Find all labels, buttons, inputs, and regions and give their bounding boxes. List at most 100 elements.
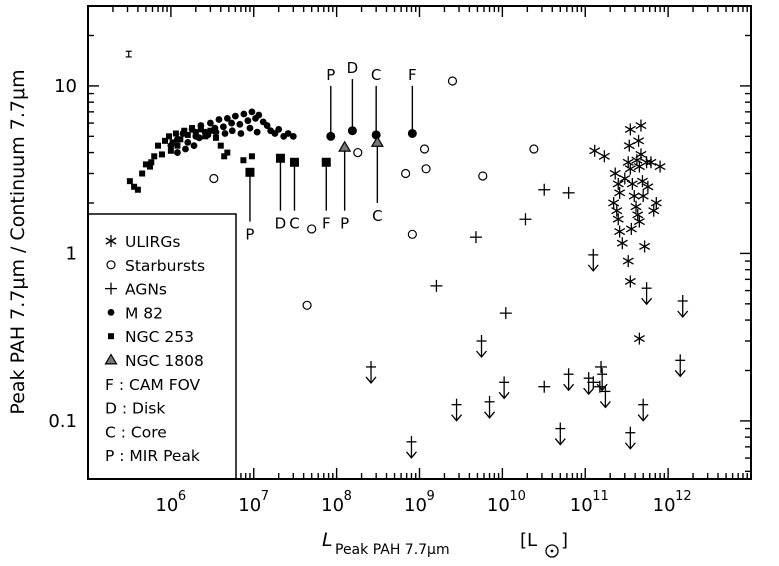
- x-tick-label: 10 10: [487, 489, 526, 516]
- data-point: [595, 360, 608, 373]
- data-point: [405, 435, 417, 459]
- data-point: [177, 136, 184, 143]
- legend-symbol: [105, 235, 117, 247]
- data-point: [476, 334, 488, 359]
- data-point: [162, 137, 169, 144]
- data-point: [642, 180, 654, 193]
- legend-label: D : Disk: [105, 400, 165, 418]
- svg-text:10: 10: [404, 495, 427, 516]
- data-point: [246, 124, 254, 132]
- data-point: [421, 164, 431, 174]
- svg-text:7: 7: [261, 489, 269, 504]
- data-point: [147, 163, 154, 170]
- data-point: [587, 248, 599, 272]
- legend-symbol: [107, 309, 115, 316]
- x-tick-label: 10 7: [238, 489, 269, 516]
- data-point: [248, 153, 255, 160]
- data-point: [622, 255, 634, 268]
- data-point: [202, 133, 209, 140]
- svg-text:6: 6: [178, 489, 186, 504]
- data-point: [155, 142, 162, 149]
- data-point: [447, 76, 458, 86]
- legend-entry: P : MIR Peak: [105, 447, 200, 465]
- svg-text:10: 10: [509, 489, 526, 504]
- data-point: [215, 116, 223, 123]
- x-tick-labels: 10 6 10 7 10 8 10 9 10 10 10 11 10 12: [155, 489, 691, 516]
- data-point: [365, 360, 377, 384]
- data-point: [307, 224, 317, 234]
- data-point: [169, 139, 176, 146]
- annotation-letter: F: [322, 215, 331, 233]
- data-point: [219, 123, 227, 131]
- data-point: [650, 196, 662, 209]
- aperture-annotation: P: [245, 167, 254, 244]
- x-tick-label: 10 8: [321, 489, 352, 516]
- data-point: [648, 204, 660, 217]
- data-point: [677, 294, 689, 318]
- series-ulirgs: [589, 119, 666, 345]
- data-point: [598, 150, 610, 163]
- legend-entry: AGNs: [105, 281, 167, 299]
- svg-text:10: 10: [487, 495, 510, 516]
- data-point: [630, 200, 642, 213]
- data-point: [228, 127, 236, 135]
- legend-symbol: [105, 282, 117, 295]
- data-point: [538, 183, 551, 196]
- data-point: [563, 368, 575, 392]
- svg-text:10: 10: [321, 495, 344, 516]
- data-point: [529, 144, 539, 154]
- legend-entry: C : Core: [105, 423, 167, 441]
- data-point: [255, 111, 263, 119]
- data-point: [223, 114, 231, 122]
- data-point: [240, 110, 248, 118]
- data-point: [633, 332, 645, 345]
- data-point: [224, 149, 231, 156]
- aperture-annotation: F: [407, 66, 417, 138]
- annotation-letter: D: [347, 59, 359, 77]
- data-point: [236, 120, 244, 128]
- data-point: [221, 130, 229, 137]
- y-axis-label: Peak PAH 7.7μm / Continuum 7.7μm: [7, 69, 29, 414]
- data-point: [134, 186, 141, 193]
- data-point: [583, 372, 595, 396]
- data-point: [221, 153, 228, 160]
- svg-text:9: 9: [427, 489, 435, 504]
- x-tick-label: 10 9: [404, 489, 435, 516]
- series-ngc-253: [126, 125, 255, 193]
- data-point: [469, 231, 482, 244]
- legend-box: [87, 213, 237, 480]
- data-point: [407, 229, 417, 239]
- y-tick-label: 1: [66, 243, 77, 264]
- data-point: [419, 144, 430, 154]
- legend-entry: M 82: [107, 304, 163, 322]
- svg-text:10: 10: [570, 495, 593, 516]
- data-point: [637, 190, 649, 203]
- data-point: [674, 354, 686, 378]
- data-point: [484, 395, 496, 419]
- legend-label: C : Core: [105, 423, 167, 441]
- data-point: [639, 240, 651, 253]
- data-point: [612, 213, 624, 226]
- aperture-annotation: C: [370, 135, 384, 225]
- legend-label: M 82: [125, 304, 163, 322]
- data-point: [635, 148, 647, 161]
- legend-label: NGC 1808: [125, 352, 204, 370]
- annotation-letter: D: [275, 215, 287, 233]
- data-point: [228, 119, 235, 127]
- data-layer: [125, 50, 689, 459]
- series-agn-upper-limits: [365, 248, 689, 459]
- x-axis-label: L Peak PAH 7.7μm [L ]: [322, 529, 568, 558]
- data-point: [253, 128, 261, 136]
- data-point: [624, 123, 636, 136]
- svg-text:8: 8: [344, 489, 352, 504]
- data-point: [174, 149, 181, 156]
- data-point: [148, 159, 155, 166]
- x-tick-label: 10 6: [155, 489, 186, 516]
- data-point: [302, 300, 312, 310]
- aperture-annotation: D: [275, 153, 287, 233]
- annotation-letter: C: [289, 215, 299, 233]
- data-point: [616, 237, 628, 250]
- legend-symbol: [106, 260, 116, 270]
- data-point: [240, 157, 247, 164]
